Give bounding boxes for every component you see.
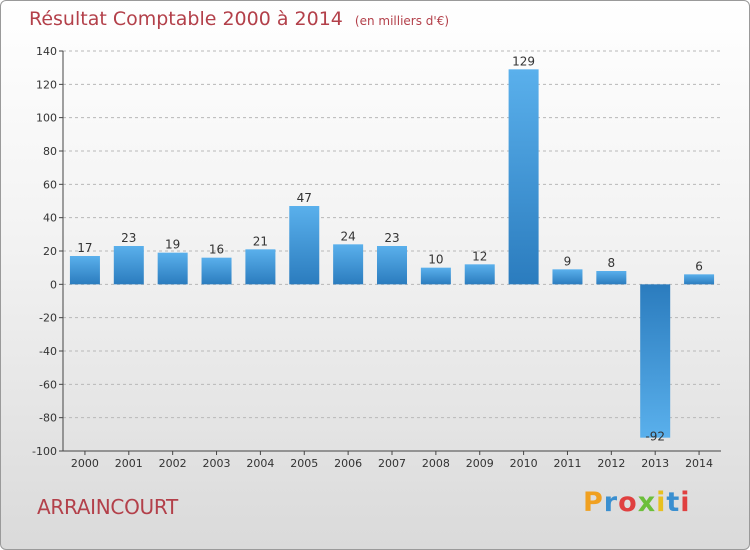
x-tick-label: 2009 [466, 457, 494, 470]
y-tick-label: 0 [50, 278, 57, 291]
x-tick-label: 2007 [378, 457, 406, 470]
data-label-2011: 9 [564, 254, 572, 268]
bar-2002 [157, 252, 188, 285]
y-tick-label: -60 [39, 378, 57, 391]
x-tick-label: 2004 [246, 457, 274, 470]
y-tick-label: 140 [36, 45, 57, 58]
data-label-2000: 17 [77, 241, 92, 255]
bar-2011 [552, 269, 583, 285]
chart-title: Résultat Comptable 2000 à 2014 (en millie… [29, 8, 449, 30]
y-tick-label: 20 [43, 245, 57, 258]
bar-2014 [684, 274, 715, 285]
bar-2012 [596, 271, 627, 285]
data-label-2002: 19 [165, 238, 180, 252]
logo-letter: t [666, 487, 681, 518]
x-tick-label: 2011 [553, 457, 581, 470]
x-tick-label: 2003 [203, 457, 231, 470]
x-tick-label: 2013 [641, 457, 669, 470]
y-tick-label: -20 [39, 312, 57, 325]
y-tick-label: -80 [39, 412, 57, 425]
chart-unit: (en milliers d'€) [354, 14, 450, 28]
data-label-2014: 6 [695, 259, 703, 273]
bar-2009 [464, 264, 495, 285]
data-label-2006: 24 [340, 229, 355, 243]
commune-name: ARRAINCOURT [37, 495, 178, 519]
data-label-2001: 23 [121, 231, 136, 245]
bar-2013 [640, 284, 671, 438]
logo-letter: i [656, 487, 667, 518]
x-tick-label: 2010 [510, 457, 538, 470]
x-tick-label: 2000 [71, 457, 99, 470]
data-label-2010: 129 [512, 54, 535, 68]
bar-2000 [69, 256, 100, 285]
x-tick-label: 2006 [334, 457, 362, 470]
data-label-2013: -92 [645, 430, 665, 444]
bar-2006 [333, 244, 364, 285]
bars: 17 23 19 16 21 47 24 23 10 12 129 9 8 -92 6 [69, 54, 715, 444]
logo-letter: P [583, 487, 604, 518]
y-tick-label: -100 [32, 445, 57, 458]
y-tick-label: 100 [36, 112, 57, 125]
y-tick-label: 40 [43, 212, 57, 225]
bar-2010 [508, 69, 539, 285]
x-tick-label: 2008 [422, 457, 450, 470]
logo-letter: i [680, 487, 691, 518]
data-label-2007: 23 [384, 231, 399, 245]
y-tick-label: 80 [43, 145, 57, 158]
bar-2001 [113, 246, 144, 285]
bar-2007 [377, 246, 407, 285]
x-tick-label: 2001 [115, 457, 143, 470]
data-label-2005: 47 [297, 191, 312, 205]
data-label-2004: 21 [253, 234, 268, 248]
logo-letter: o [618, 487, 638, 518]
bar-2003 [201, 257, 232, 285]
data-label-2003: 16 [209, 243, 224, 257]
bar-2008 [420, 267, 451, 285]
y-tick-label: 120 [36, 78, 57, 91]
data-label-2008: 10 [428, 253, 443, 267]
chart-title-text: Résultat Comptable 2000 à 2014 [29, 8, 343, 30]
y-tick-label: -40 [39, 345, 57, 358]
data-label-2009: 12 [472, 249, 487, 263]
y-tick-label: 60 [43, 178, 57, 191]
bar-2004 [245, 249, 276, 285]
bar-2005 [289, 206, 320, 285]
logo-letter: r [603, 487, 619, 518]
x-tick-label: 2002 [159, 457, 187, 470]
proxiti-logo[interactable]: Proxiti [583, 487, 691, 518]
data-label-2012: 8 [608, 256, 616, 270]
x-tick-label: 2014 [685, 457, 713, 470]
axes: 140 120 100 80 60 40 20 0 -20 -40 -60 -80 -100 2000 20… [32, 45, 721, 470]
logo-letter: x [637, 487, 657, 518]
x-tick-label: 2005 [290, 457, 318, 470]
x-tick-label: 2012 [597, 457, 625, 470]
